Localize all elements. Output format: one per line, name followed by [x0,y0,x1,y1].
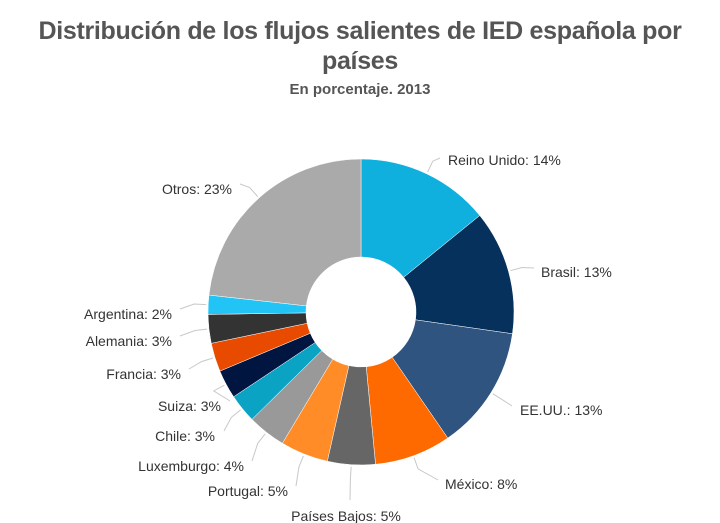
chart-subtitle: En porcentaje. 2013 [289,81,431,98]
data-label: Alemania: 3% [86,333,172,349]
data-label: Otros: 23% [162,181,232,197]
chart-title: Distribución de los flujos salientes de … [0,16,720,76]
leader-line [413,457,439,481]
data-label: Luxemburgo: 4% [138,458,244,474]
leader-line [427,157,441,173]
chart-title-text: Distribución de los flujos salientes de … [38,17,682,75]
leader-line [251,433,266,462]
leader-line [239,183,259,197]
data-label: Brasil: 13% [541,264,612,280]
leader-line [212,384,231,402]
data-label: EE.UU.: 13% [520,402,602,418]
data-label: Suiza: 3% [158,398,221,414]
data-label: Portugal: 5% [208,483,288,499]
leader-line [349,466,352,501]
slice-reino-unido [360,158,481,278]
leader-line [179,303,207,310]
leader-line [295,455,304,487]
leader-line [510,266,535,272]
leader-line [179,328,208,337]
data-label: México: 8% [445,476,517,492]
slice-ee-uu- [391,319,513,439]
data-label: Chile: 3% [155,428,215,444]
slice-brasil [403,215,515,335]
leader-line [223,409,242,432]
data-label: Países Bajos: 5% [291,508,401,523]
data-label: Francia: 3% [106,366,181,382]
leader-line [492,393,513,407]
data-label: Argentina: 2% [84,306,172,322]
slice-otros [208,158,362,307]
leader-line [188,357,214,370]
data-label: Reino Unido: 14% [448,152,561,168]
